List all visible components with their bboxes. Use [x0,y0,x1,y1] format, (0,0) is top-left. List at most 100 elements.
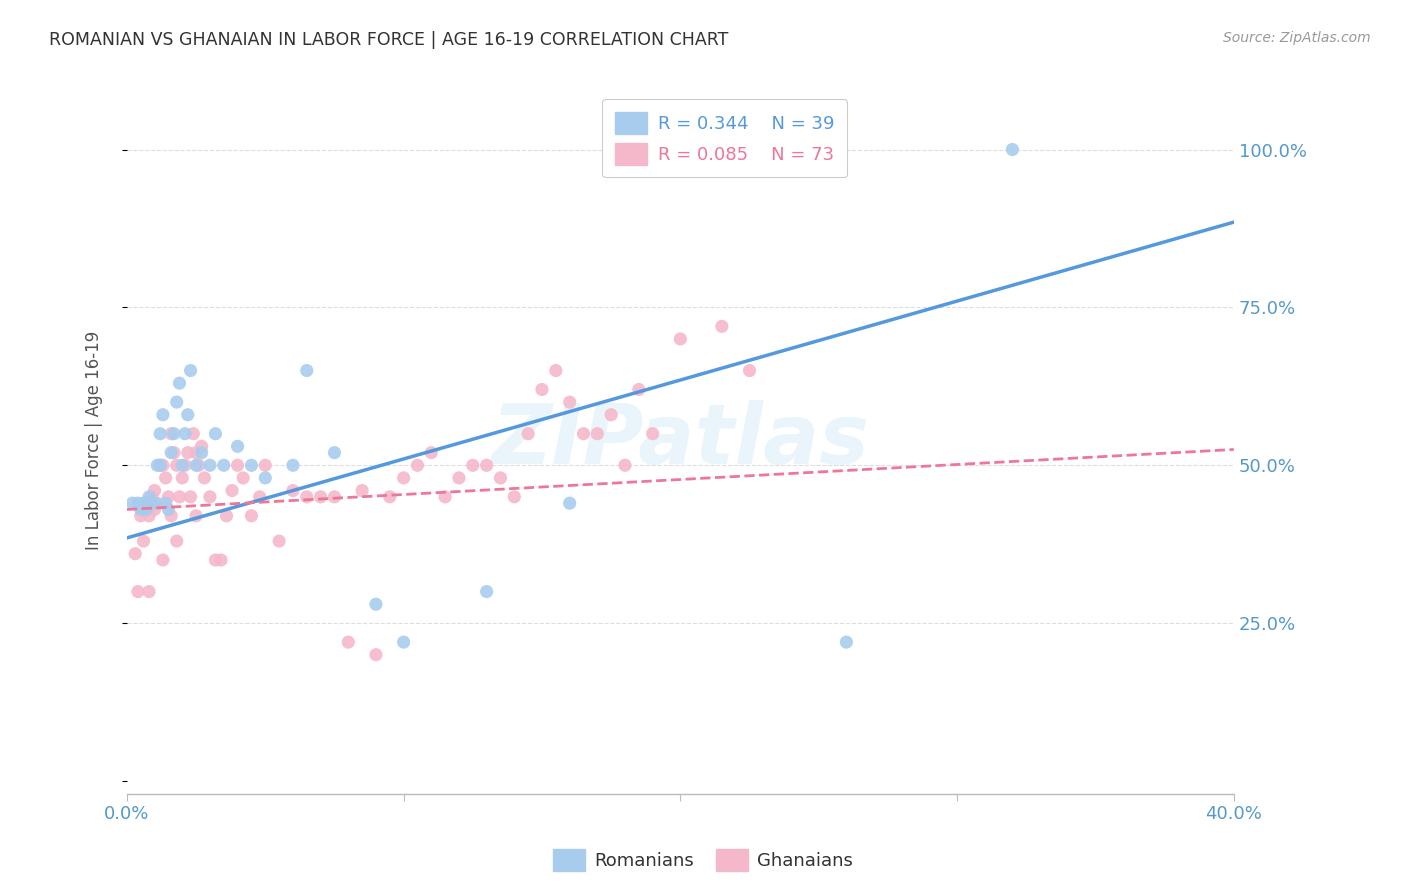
Point [489,471,512,485]
Point [157,490,180,504]
Point [160,508,183,523]
Point [160,426,183,441]
Point [138,490,160,504]
Point [146,458,169,473]
Point [129,502,152,516]
Point [198,490,221,504]
Point [475,584,498,599]
Point [169,490,191,504]
Point [155,496,177,510]
Point [352,483,374,498]
Point [240,508,263,523]
Point [204,426,226,441]
Point [254,471,277,485]
Point [160,445,183,459]
Point [149,458,172,473]
Point [149,426,172,441]
Point [323,490,346,504]
Point [254,458,277,473]
Point [641,426,664,441]
Point [249,490,271,504]
Point [204,553,226,567]
Point [127,584,149,599]
Point [172,471,194,485]
Point [221,483,243,498]
Point [269,534,291,549]
Point [141,496,163,510]
Point [121,496,143,510]
Point [572,426,595,441]
Point [226,458,249,473]
Point [295,490,318,504]
Point [835,635,858,649]
Point [163,445,186,459]
Point [503,490,526,504]
Point [323,445,346,459]
Point [1001,143,1024,157]
Point [475,458,498,473]
Point [190,439,212,453]
Point [166,534,188,549]
Point [544,363,567,377]
Point [135,502,157,516]
Point [146,496,169,510]
Point [135,496,157,510]
Point [180,490,202,504]
Point [174,458,197,473]
Point [212,458,235,473]
Point [738,363,761,377]
Legend: R = 0.344    N = 39, R = 0.085    N = 73: R = 0.344 N = 39, R = 0.085 N = 73 [602,99,848,178]
Point [209,553,232,567]
Point [392,635,415,649]
Point [181,426,204,441]
Point [166,458,188,473]
Point [364,597,387,611]
Point [364,648,387,662]
Point [710,319,733,334]
Point [392,471,415,485]
Point [295,363,318,377]
Point [177,408,200,422]
Point [152,408,174,422]
Point [309,490,332,504]
Point [193,471,215,485]
Point [447,471,470,485]
Point [406,458,429,473]
Text: ZIPatlas: ZIPatlas [492,400,869,481]
Point [517,426,540,441]
Point [166,395,188,409]
Point [190,445,212,459]
Point [614,458,637,473]
Point [141,490,163,504]
Point [124,547,146,561]
Point [434,490,457,504]
Point [143,483,166,498]
Point [600,408,623,422]
Point [184,445,207,459]
Point [163,426,186,441]
Point [558,496,581,510]
Point [172,458,194,473]
Point [138,508,160,523]
Point [127,496,149,510]
Point [138,584,160,599]
Point [669,332,692,346]
Point [149,458,172,473]
Point [420,445,443,459]
Point [174,426,197,441]
Point [143,496,166,510]
Point [132,534,155,549]
Point [586,426,609,441]
Text: Source: ZipAtlas.com: Source: ZipAtlas.com [1223,31,1371,45]
Point [627,383,650,397]
Point [226,439,249,453]
Point [132,496,155,510]
Point [281,483,304,498]
Point [558,395,581,409]
Point [215,508,238,523]
Point [461,458,484,473]
Point [232,471,254,485]
Point [155,471,177,485]
Point [157,502,180,516]
Y-axis label: In Labor Force | Age 16-19: In Labor Force | Age 16-19 [86,330,103,549]
